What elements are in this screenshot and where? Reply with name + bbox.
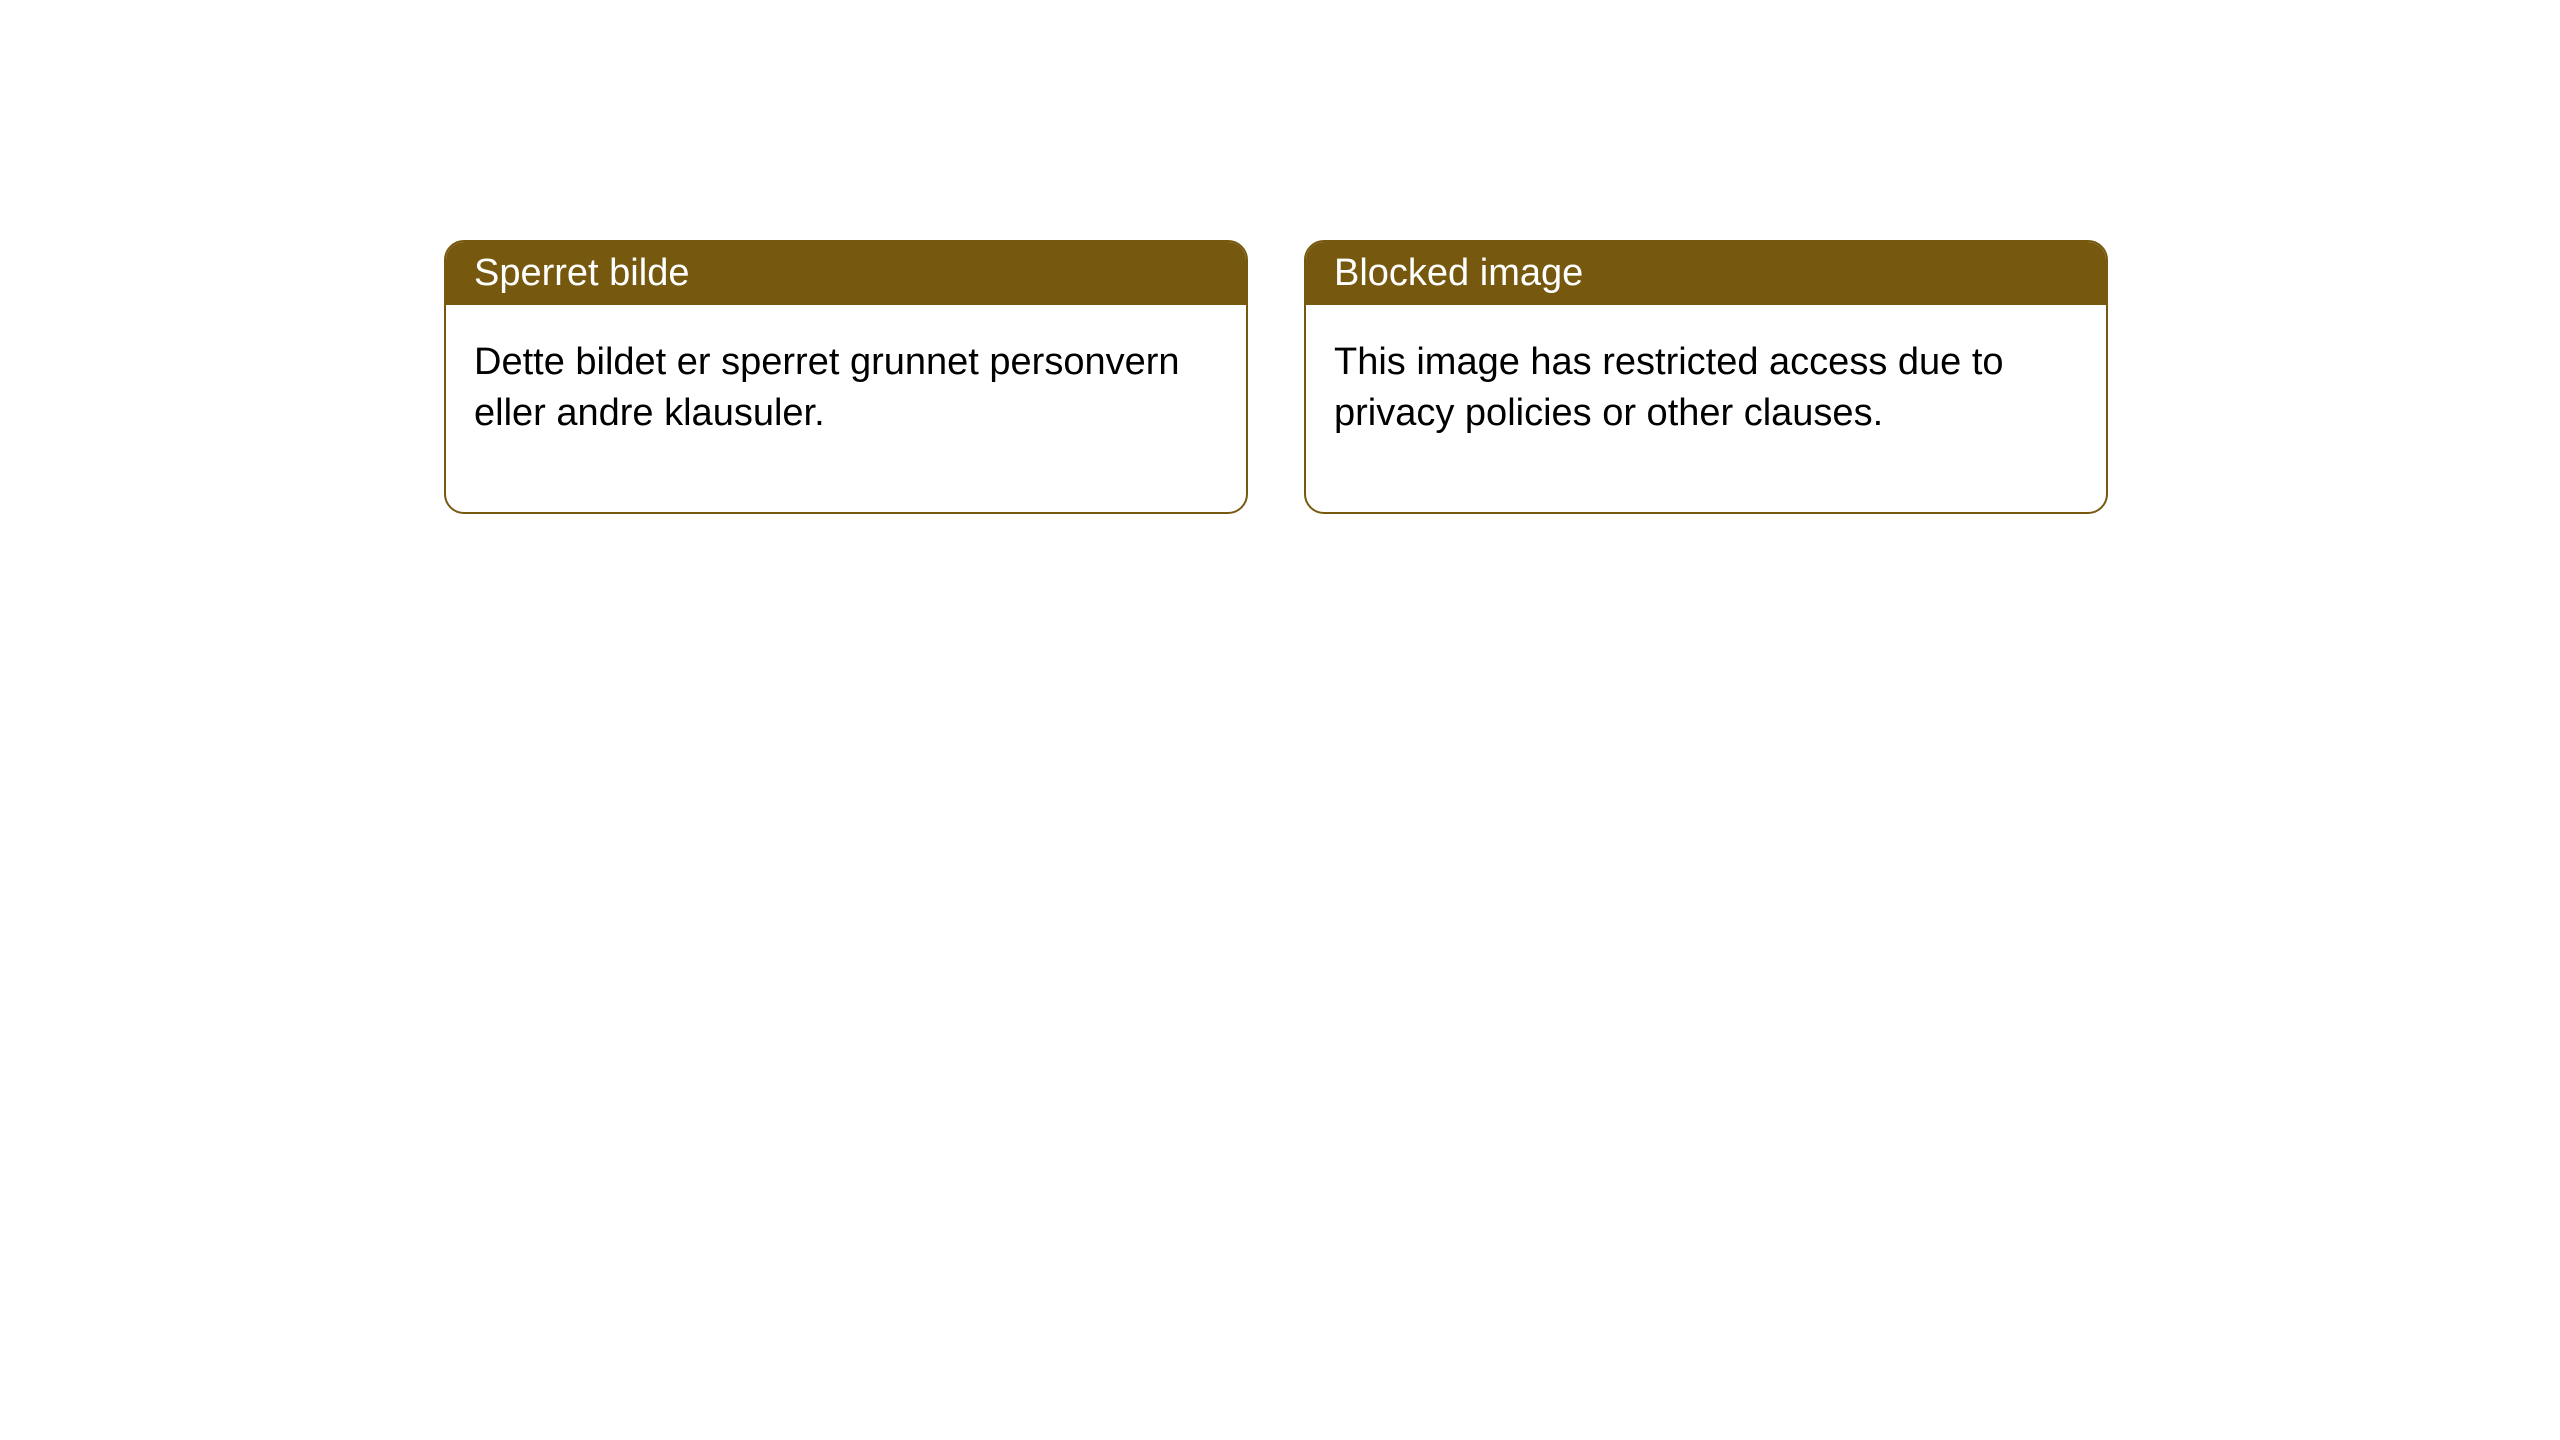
card-body: Dette bildet er sperret grunnet personve… [446,305,1246,512]
card-header: Blocked image [1306,242,2106,305]
blocked-image-card-no: Sperret bilde Dette bildet er sperret gr… [444,240,1248,514]
blocked-image-card-en: Blocked image This image has restricted … [1304,240,2108,514]
card-header: Sperret bilde [446,242,1246,305]
card-body: This image has restricted access due to … [1306,305,2106,512]
blocked-image-cards: Sperret bilde Dette bildet er sperret gr… [444,240,2108,514]
